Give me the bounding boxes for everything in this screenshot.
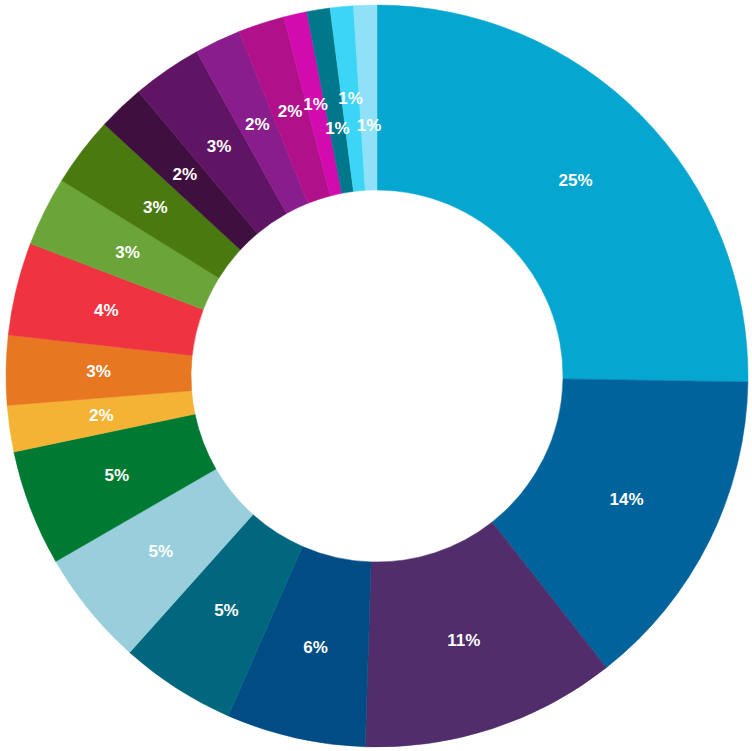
data-label: 11% bbox=[447, 631, 480, 650]
data-label: 25% bbox=[558, 171, 592, 190]
data-label: 1% bbox=[325, 119, 350, 138]
slice bbox=[365, 522, 606, 747]
data-label: 6% bbox=[303, 638, 328, 657]
slice bbox=[377, 5, 748, 382]
data-label: 14% bbox=[610, 490, 644, 509]
data-labels: 25%14%11%6%5%5%5%2%3%4%3%3%2%3%2%2%1%1%1… bbox=[86, 89, 643, 657]
data-label: 2% bbox=[245, 115, 270, 134]
data-label: 1% bbox=[357, 116, 382, 135]
data-label: 1% bbox=[303, 95, 328, 114]
data-label: 3% bbox=[86, 362, 111, 381]
data-label: 5% bbox=[149, 542, 174, 561]
slices bbox=[6, 5, 748, 747]
data-label: 5% bbox=[105, 466, 130, 485]
chart-container: 25%14%11%6%5%5%5%2%3%4%3%3%2%3%2%2%1%1%1… bbox=[0, 0, 752, 751]
data-label: 2% bbox=[89, 406, 114, 425]
data-label: 2% bbox=[278, 102, 303, 121]
data-label: 4% bbox=[94, 301, 119, 320]
donut-chart: 25%14%11%6%5%5%5%2%3%4%3%3%2%3%2%2%1%1%1… bbox=[0, 0, 752, 751]
data-label: 1% bbox=[338, 89, 363, 108]
data-label: 3% bbox=[207, 137, 232, 156]
data-label: 3% bbox=[115, 243, 140, 262]
data-label: 5% bbox=[214, 601, 239, 620]
data-label: 2% bbox=[173, 165, 198, 184]
data-label: 3% bbox=[143, 198, 168, 217]
